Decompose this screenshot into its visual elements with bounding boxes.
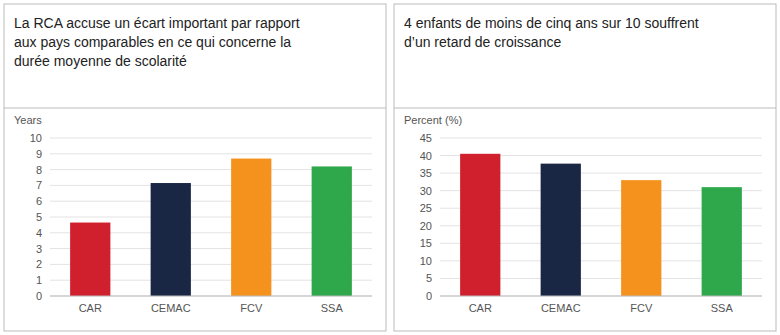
x-tick-label: FCV bbox=[630, 302, 653, 314]
y-tick-label: 3 bbox=[36, 243, 42, 255]
bar bbox=[460, 154, 500, 296]
y-tick-label: 40 bbox=[420, 150, 432, 162]
x-tick-label: CEMAC bbox=[541, 302, 581, 314]
y-tick-label: 5 bbox=[36, 211, 42, 223]
bar bbox=[151, 183, 191, 296]
y-tick-label: 35 bbox=[420, 167, 432, 179]
y-tick-label: 8 bbox=[36, 164, 42, 176]
y-tick-label: 10 bbox=[30, 132, 42, 144]
title-line: durée moyenne de scolarité bbox=[14, 53, 187, 69]
page: {"chart_data": [ {"type": "bar", "title"… bbox=[0, 0, 780, 335]
bars bbox=[460, 154, 742, 296]
panel-separator bbox=[394, 108, 776, 109]
y-tick-label: 6 bbox=[36, 195, 42, 207]
grid-line bbox=[50, 153, 372, 154]
x-tick-label: SSA bbox=[321, 302, 344, 314]
panel-border bbox=[4, 4, 386, 331]
grid-line bbox=[50, 138, 372, 139]
title-line: La RCA accuse un écart important par rap… bbox=[14, 15, 300, 31]
y-tick-label: 1 bbox=[36, 274, 42, 286]
grid-line bbox=[440, 138, 762, 139]
y-tick-label: 0 bbox=[426, 290, 432, 302]
title-line: aux pays comparables en ce qui concerne … bbox=[14, 34, 291, 50]
chart-figure: La RCA accuse un écart important par rap… bbox=[0, 0, 780, 335]
grid-line bbox=[440, 296, 762, 297]
chart-panel: La RCA accuse un écart important par rap… bbox=[4, 4, 386, 331]
x-tick-label: SSA bbox=[711, 302, 734, 314]
y-tick-label: 25 bbox=[420, 202, 432, 214]
y-tick-label: 45 bbox=[420, 132, 432, 144]
panel-separator bbox=[4, 108, 386, 109]
x-tick-label: CAR bbox=[79, 302, 102, 314]
bars bbox=[70, 159, 352, 296]
y-tick-label: 4 bbox=[36, 227, 42, 239]
y-tick-label: 9 bbox=[36, 148, 42, 160]
x-tick-label: CAR bbox=[469, 302, 492, 314]
bar bbox=[621, 180, 661, 296]
x-axis-line bbox=[440, 296, 762, 297]
y-tick-label: 2 bbox=[36, 258, 42, 270]
grid-line bbox=[50, 296, 372, 297]
x-tick-label: CEMAC bbox=[151, 302, 191, 314]
y-tick-label: 30 bbox=[420, 185, 432, 197]
panel-border bbox=[394, 4, 776, 331]
y-tick-label: 10 bbox=[420, 255, 432, 267]
bar bbox=[231, 159, 271, 296]
y-tick-label: 15 bbox=[420, 237, 432, 249]
y-axis-label: Percent (%) bbox=[404, 114, 462, 126]
y-tick-label: 5 bbox=[426, 272, 432, 284]
chart-title: La RCA accuse un écart important par rap… bbox=[14, 15, 300, 69]
bar bbox=[312, 166, 352, 296]
title-line: d’un retard de croissance bbox=[404, 34, 561, 50]
y-tick-label: 20 bbox=[420, 220, 432, 232]
x-tick-label: FCV bbox=[240, 302, 263, 314]
bar bbox=[702, 187, 742, 296]
chart-panel: 4 enfants de moins de cinq ans sur 10 so… bbox=[394, 4, 776, 331]
bar bbox=[70, 223, 110, 296]
chart-title: 4 enfants de moins de cinq ans sur 10 so… bbox=[404, 15, 699, 50]
bar bbox=[541, 164, 581, 296]
y-tick-label: 0 bbox=[36, 290, 42, 302]
title-line: 4 enfants de moins de cinq ans sur 10 so… bbox=[404, 15, 699, 31]
x-axis-line bbox=[50, 296, 372, 297]
y-tick-label: 7 bbox=[36, 179, 42, 191]
y-axis-label: Years bbox=[14, 114, 42, 126]
